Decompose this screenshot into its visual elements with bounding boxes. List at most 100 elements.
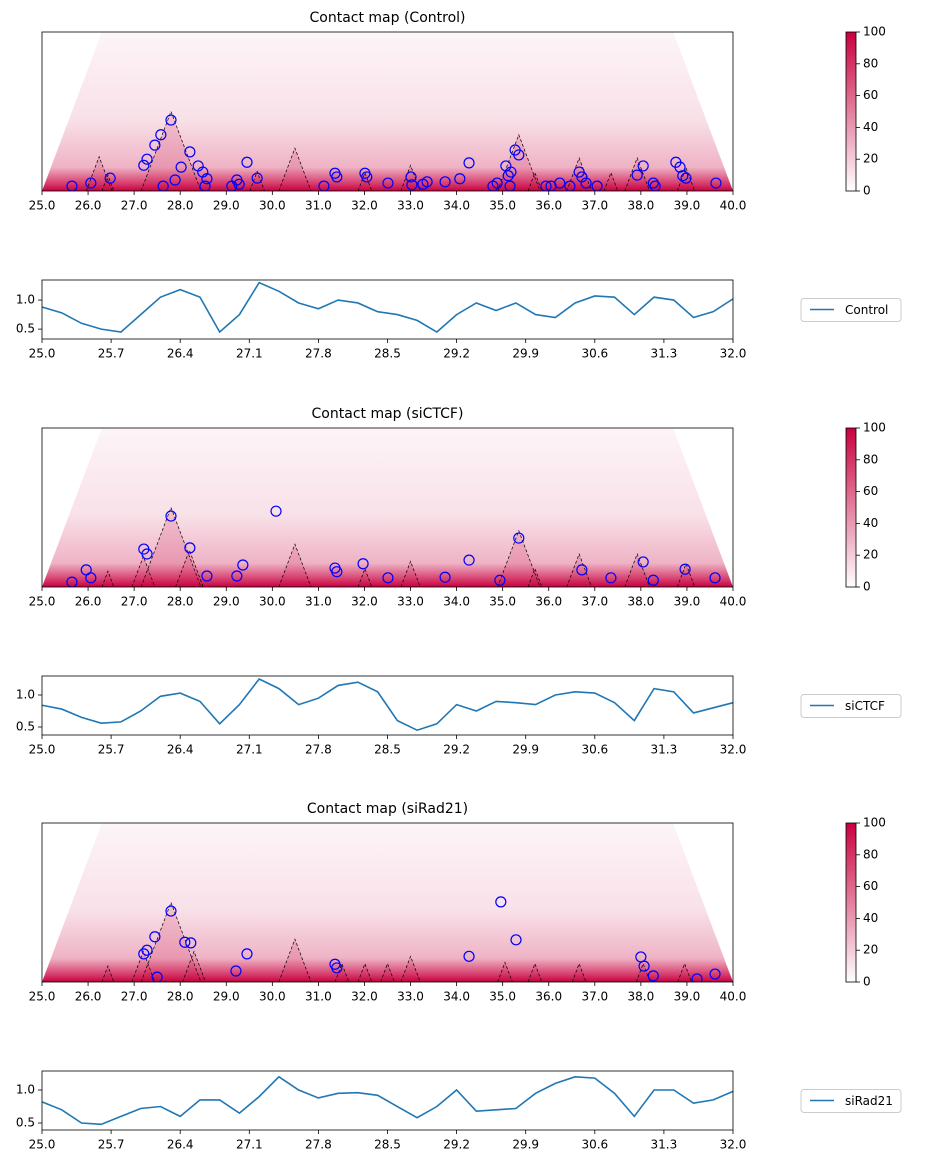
x-tick-label: 26.4 [167, 743, 194, 757]
loop [237, 559, 249, 571]
loop [505, 166, 517, 178]
x-tick-label: 32.0 [351, 199, 378, 213]
colorbar [845, 822, 857, 983]
x-tick-label: 33.0 [397, 595, 424, 609]
x-tick-label: 27.8 [305, 1138, 332, 1152]
x-tick-label: 36.0 [535, 199, 562, 213]
colorbar-tick-label: 0 [863, 184, 871, 198]
domain [566, 552, 592, 587]
x-tick-label: 28.5 [374, 1138, 401, 1152]
domain [182, 950, 206, 982]
x-tick-label: 31.0 [305, 199, 332, 213]
domain [278, 543, 312, 587]
x-tick-label: 25.0 [29, 990, 56, 1004]
loop [638, 960, 650, 972]
x-tick-label: 32.0 [351, 990, 378, 1004]
x-tick-label: 36.0 [535, 990, 562, 1004]
legend-label: Control [845, 303, 888, 317]
x-tick-label: 34.0 [443, 595, 470, 609]
domain [357, 962, 373, 982]
x-tick-label: 25.0 [29, 1138, 56, 1152]
loop [513, 149, 525, 161]
x-tick-label: 37.0 [581, 595, 608, 609]
x-tick-label: 29.0 [213, 990, 240, 1004]
legend-label: siRad21 [845, 1094, 893, 1108]
domain [677, 962, 692, 982]
axes-frame [41, 822, 734, 983]
loop [495, 896, 507, 908]
x-tick-label: 39.0 [674, 199, 701, 213]
x-tick-label: 29.9 [512, 347, 539, 361]
x-tick-label: 26.0 [75, 595, 102, 609]
x-tick-label: 25.7 [98, 743, 125, 757]
x-tick-label: 28.0 [167, 990, 194, 1004]
x-tick-label: 26.4 [167, 1138, 194, 1152]
loop [605, 572, 617, 584]
loop [141, 548, 153, 560]
x-tick-label: 25.0 [29, 347, 56, 361]
loop [494, 574, 506, 586]
loop [165, 905, 177, 917]
loop [680, 172, 692, 184]
loop [141, 153, 153, 165]
x-tick-label: 27.8 [305, 347, 332, 361]
colorbar-tick-label: 20 [863, 548, 878, 562]
loop [357, 558, 369, 570]
chart-title: Contact map (siCTCF) [312, 406, 464, 422]
y-tick-label: 1.0 [16, 1083, 35, 1097]
x-tick-label: 30.0 [259, 595, 286, 609]
x-tick-label: 35.0 [489, 595, 516, 609]
loop [85, 572, 97, 584]
contact-texture [42, 823, 733, 982]
domain [635, 962, 651, 982]
colorbar-tick-label: 100 [863, 421, 886, 435]
domain [497, 529, 541, 587]
loop [155, 129, 167, 141]
y-tick-label: 1.0 [16, 293, 35, 307]
legend-box [800, 298, 902, 322]
domain [400, 955, 421, 982]
x-tick-label: 37.0 [581, 990, 608, 1004]
loop [179, 936, 191, 948]
colorbar-tick-label: 0 [863, 580, 871, 594]
loop [463, 950, 475, 962]
loop [421, 176, 433, 188]
domain [497, 133, 541, 191]
loop [709, 968, 721, 980]
x-tick-label: 25.0 [29, 743, 56, 757]
domain [603, 171, 619, 191]
x-tick-label: 32.0 [720, 347, 747, 361]
loop [576, 171, 588, 183]
loop [454, 173, 466, 185]
domain [85, 155, 113, 191]
loop [564, 180, 576, 191]
loop [331, 566, 343, 578]
domain [571, 962, 587, 982]
x-tick-label: 39.0 [674, 595, 701, 609]
line-series [41, 1075, 734, 1126]
loop [149, 139, 161, 151]
loop [406, 179, 418, 191]
domain [624, 552, 650, 587]
x-tick-label: 35.0 [489, 990, 516, 1004]
loop [66, 576, 78, 587]
x-tick-label: 29.9 [512, 1138, 539, 1152]
loop [241, 948, 253, 960]
loop [540, 180, 552, 191]
loop [104, 172, 116, 184]
colorbar-tick-label: 100 [863, 816, 886, 830]
domain [357, 567, 373, 587]
loop [709, 572, 721, 584]
loop [463, 554, 475, 566]
loop [331, 171, 343, 183]
domain [101, 570, 115, 587]
x-tick-label: 31.0 [305, 595, 332, 609]
x-tick-label: 31.3 [651, 1138, 678, 1152]
line-series [41, 678, 734, 732]
contact-texture [42, 32, 733, 191]
domain [380, 962, 395, 982]
x-tick-label: 30.6 [581, 743, 608, 757]
colorbar-tick-label: 60 [863, 879, 878, 893]
x-tick-label: 27.0 [121, 990, 148, 1004]
loop [138, 948, 150, 960]
